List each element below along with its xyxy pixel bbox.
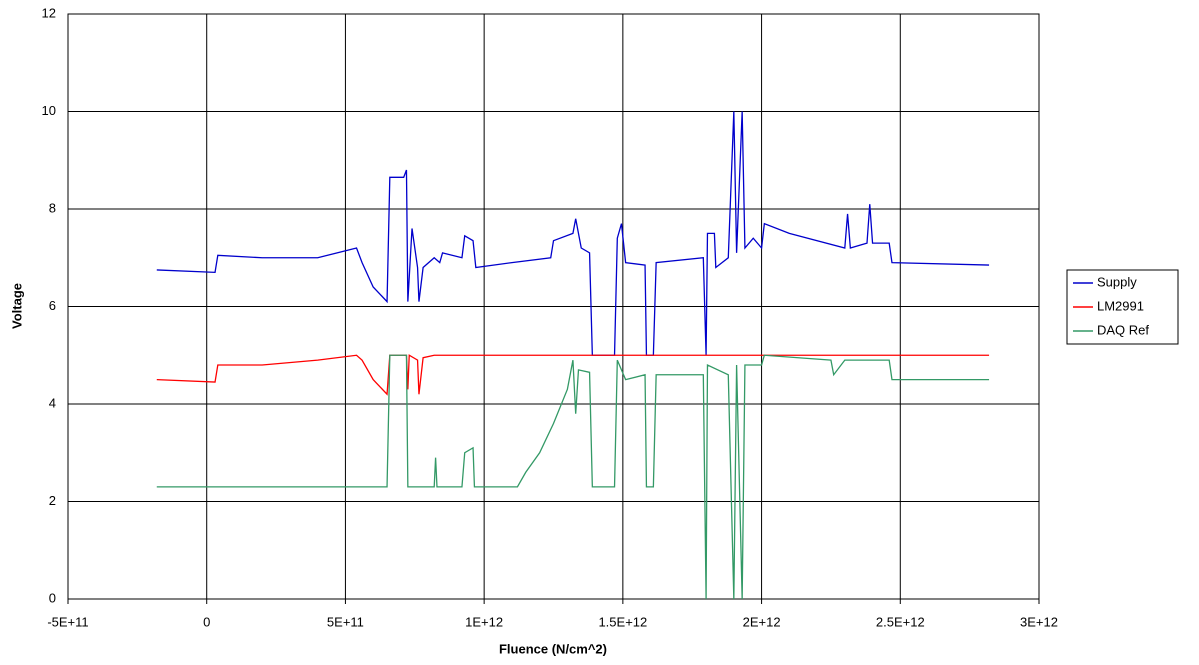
x-tick-label: 5E+11	[327, 614, 364, 629]
legend-label: Supply	[1097, 274, 1137, 289]
x-tick-label: 2.5E+12	[876, 614, 925, 629]
y-tick-label: 4	[49, 395, 56, 410]
legend-label: DAQ Ref	[1097, 322, 1149, 337]
x-tick-label: 1E+12	[465, 614, 503, 629]
x-tick-label: -5E+11	[47, 614, 88, 629]
y-tick-label: 10	[42, 103, 56, 118]
x-tick-label: 3E+12	[1020, 614, 1058, 629]
x-axis-title: Fluence (N/cm^2)	[499, 641, 607, 656]
y-tick-label: 12	[42, 5, 56, 20]
y-tick-label: 0	[49, 590, 56, 605]
y-tick-label: 2	[49, 493, 56, 508]
series-line	[156, 354, 990, 600]
legend-label: LM2991	[1097, 298, 1144, 313]
x-tick-label: 2E+12	[743, 614, 781, 629]
y-axis-title: Voltage	[9, 283, 24, 329]
x-tick-label: 1.5E+12	[598, 614, 647, 629]
x-tick-label: 0	[203, 614, 210, 629]
y-tick-label: 8	[49, 200, 56, 215]
series-line	[156, 354, 990, 396]
y-tick-label: 6	[49, 298, 56, 313]
